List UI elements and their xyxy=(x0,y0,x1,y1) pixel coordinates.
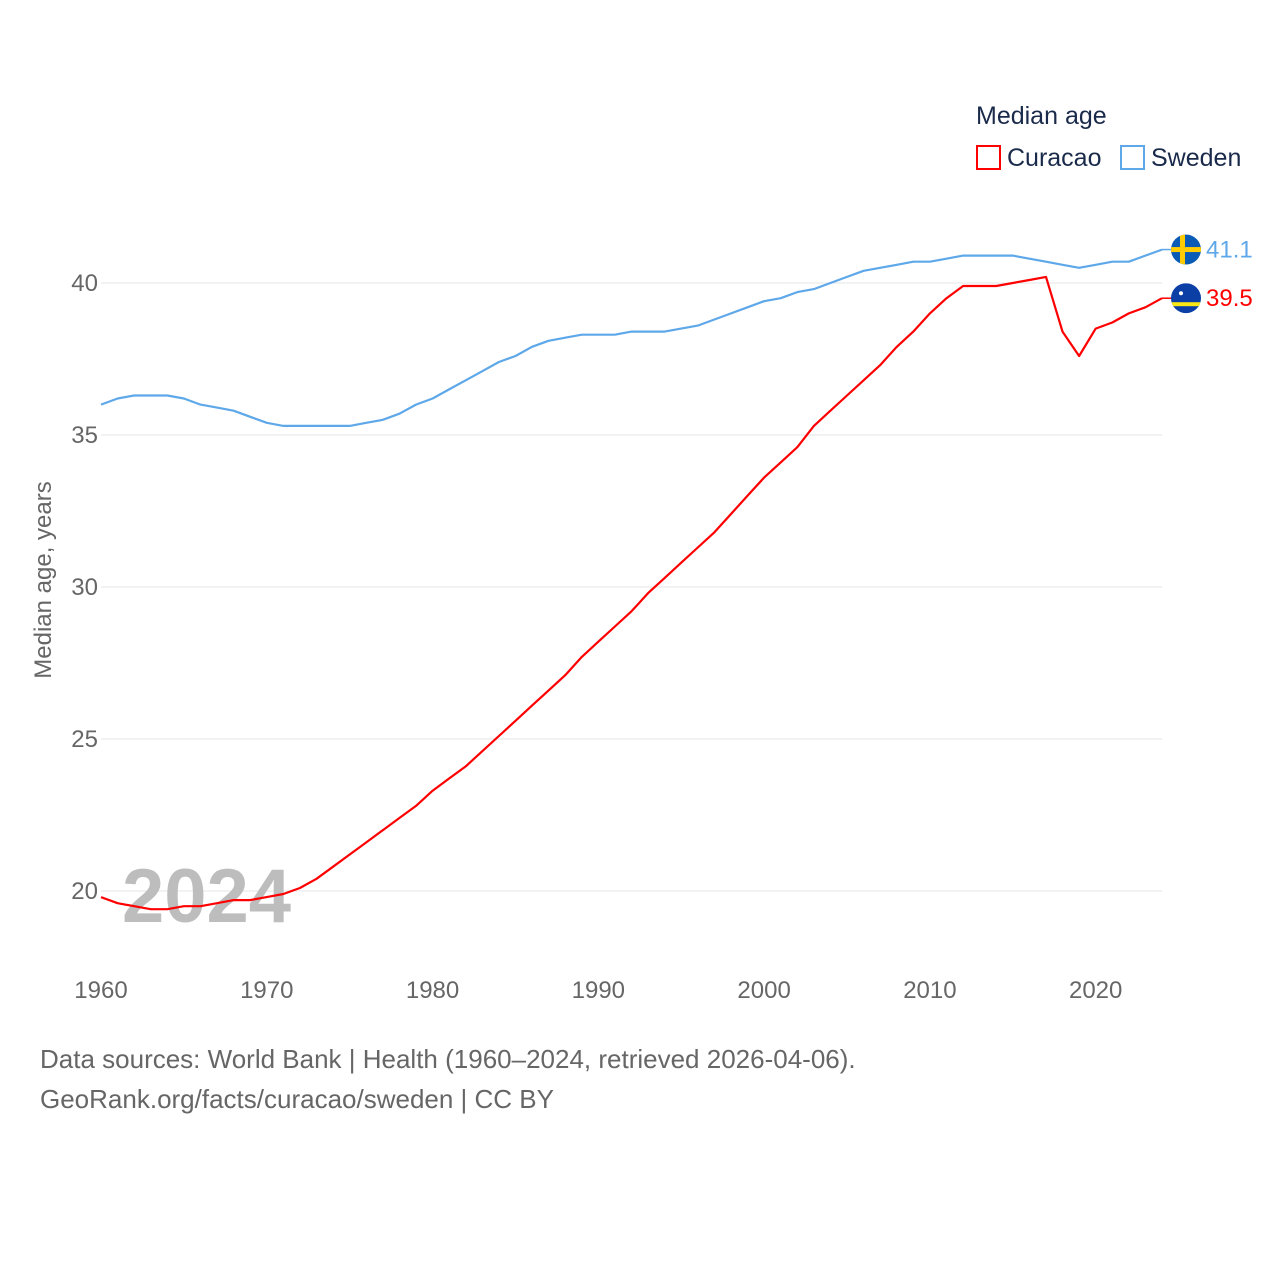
legend-item-curacao[interactable]: Curacao xyxy=(976,144,1102,172)
end-value-curacao: 39.5 xyxy=(1206,285,1253,312)
legend: Median age Curacao Sweden xyxy=(976,102,1241,172)
end-value-sweden: 41.1 xyxy=(1206,237,1253,264)
x-tick-1970: 1970 xyxy=(240,977,293,1004)
curacao-flag-icon xyxy=(1171,283,1201,314)
series-lines xyxy=(100,248,1163,911)
year-watermark: 2024 xyxy=(122,854,291,939)
flag-stripe xyxy=(1171,302,1201,307)
flag-star xyxy=(1179,291,1183,296)
credit-link[interactable]: GeoRank.org/facts/curacao/sweden | CC BY xyxy=(40,1084,554,1114)
flag-cross-h xyxy=(1171,247,1201,253)
y-tick-30: 30 xyxy=(71,574,98,601)
gridlines xyxy=(101,282,1162,892)
x-tick-1960: 1960 xyxy=(74,977,127,1004)
data-sources: Data sources: World Bank | Health (1960–… xyxy=(40,1044,856,1074)
x-tick-1980: 1980 xyxy=(406,977,459,1004)
y-axis-label: Median age, years xyxy=(30,481,57,678)
line-sweden xyxy=(100,248,1163,427)
y-tick-25: 25 xyxy=(71,726,98,753)
y-tick-40: 40 xyxy=(71,270,98,297)
end-labels: 39.5 41.1 xyxy=(1162,234,1253,314)
x-tick-2020: 2020 xyxy=(1069,977,1122,1004)
x-tick-labels: 1960 1970 1980 1990 2000 2010 2020 xyxy=(74,977,1122,1004)
legend-label: Sweden xyxy=(1151,144,1241,172)
line-curacao xyxy=(100,275,1163,911)
y-tick-labels: 20 25 30 35 40 xyxy=(71,270,98,905)
flag-field xyxy=(1171,283,1201,314)
legend-label: Curacao xyxy=(1007,144,1102,172)
legend-title: Median age xyxy=(976,102,1107,130)
sweden-flag-icon xyxy=(1171,234,1201,265)
x-tick-1990: 1990 xyxy=(572,977,625,1004)
legend-item-sweden[interactable]: Sweden xyxy=(1120,144,1241,172)
x-tick-2010: 2010 xyxy=(903,977,956,1004)
x-tick-2000: 2000 xyxy=(737,977,790,1004)
y-tick-35: 35 xyxy=(71,422,98,449)
y-tick-20: 20 xyxy=(71,878,98,905)
